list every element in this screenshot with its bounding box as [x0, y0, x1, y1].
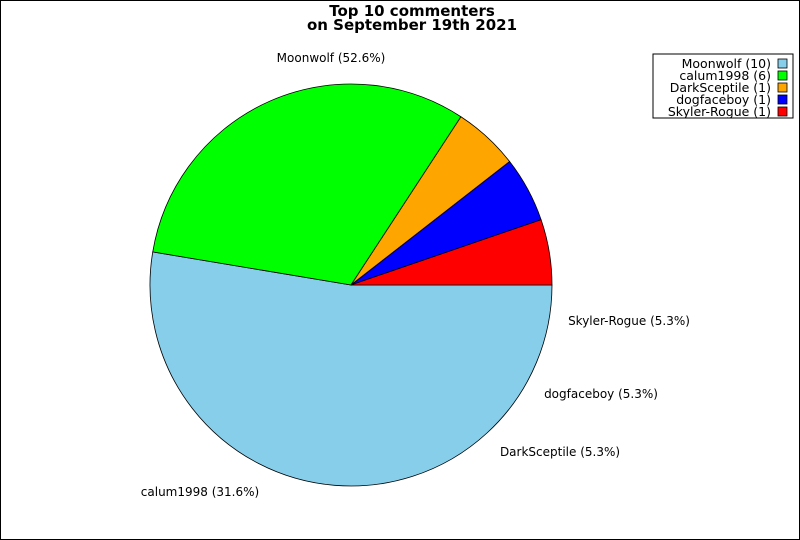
legend-swatch-skyler-rogue	[777, 106, 788, 117]
legend-label-moonwolf: Moonwolf (10)	[682, 56, 771, 71]
slice-label-skyler-rogue: Skyler-Rogue (5.3%)	[568, 314, 690, 328]
legend: Moonwolf (10)calum1998 (6)DarkSceptile (…	[652, 53, 794, 119]
pie-slices	[149, 83, 553, 487]
slice-labels: Moonwolf (52.6%) calum1998 (31.6%) DarkSce…	[141, 51, 690, 499]
legend-label-darksceptile: DarkSceptile (1)	[670, 80, 771, 95]
slice-skyler-rogue	[350, 219, 553, 286]
legend-swatch-dogfaceboy	[777, 94, 788, 105]
slice-calum1998	[152, 83, 462, 286]
slice-label-dogfaceboy: dogfaceboy (5.3%)	[544, 387, 658, 401]
legend-label-dogfaceboy: dogfaceboy (1)	[676, 92, 771, 107]
slice-label-darksceptile: DarkSceptile (5.3%)	[500, 445, 620, 459]
chart-title-line-1: Top 10 commenters	[329, 2, 495, 20]
legend-swatch-calum1998	[777, 70, 788, 81]
legend-swatch-darksceptile	[777, 82, 788, 93]
chart-title-line-2: on September 19th 2021	[307, 16, 517, 34]
slice-moonwolf	[149, 251, 553, 487]
legend-label-skyler-rogue: Skyler-Rogue (1)	[668, 104, 771, 119]
legend-swatch-moonwolf	[777, 58, 788, 69]
slice-label-moonwolf: Moonwolf (52.6%)	[277, 51, 386, 65]
legend-label-calum1998: calum1998 (6)	[679, 68, 771, 83]
slice-label-calum1998: calum1998 (31.6%)	[141, 485, 259, 499]
legend-box	[652, 53, 794, 119]
